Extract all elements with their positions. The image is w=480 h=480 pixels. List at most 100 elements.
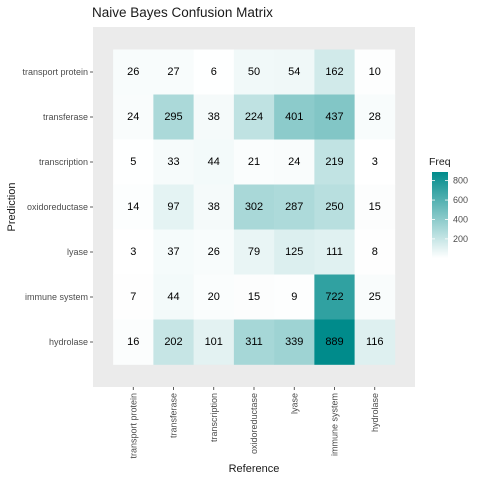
cell-value-label: 224 [245, 111, 263, 123]
cell-value-label: 38 [208, 111, 220, 123]
cell-value-label: 287 [285, 201, 303, 213]
heatmap-cell [314, 229, 355, 275]
heatmap-cell [153, 229, 194, 275]
heatmap-cell [193, 274, 235, 320]
heatmap-cell [274, 229, 315, 275]
y-tick-label: transport protein [22, 67, 88, 77]
heatmap-cell [314, 139, 355, 185]
cell-value-label: 116 [366, 336, 384, 348]
chart-title: Naive Bayes Confusion Matrix [92, 5, 273, 20]
x-tick-label: hydrolase [370, 393, 380, 432]
legend-tick-label: 200 [453, 234, 468, 244]
heatmap-cell [354, 274, 396, 320]
cell-value-label: 5 [130, 156, 136, 168]
cell-value-label: 6 [211, 66, 217, 78]
heatmap-cell [314, 184, 355, 230]
heatmap-cell [193, 94, 235, 140]
cell-value-label: 111 [326, 246, 343, 258]
cell-value-label: 44 [208, 156, 220, 168]
cell-value-label: 311 [245, 336, 263, 348]
y-tick-label: immune system [25, 292, 88, 302]
cell-value-label: 25 [369, 291, 381, 303]
y-tick-label: transferase [43, 112, 88, 122]
heatmap-cell [354, 184, 396, 230]
cell-value-label: 8 [372, 246, 378, 258]
cell-value-label: 97 [167, 201, 179, 213]
cell-value-label: 302 [245, 201, 263, 213]
heatmap-cell [314, 274, 355, 320]
heatmap-cell [233, 49, 275, 95]
cell-value-label: 250 [325, 201, 343, 213]
legend-tick-label: 400 [453, 214, 468, 224]
heatmap-cell [354, 139, 396, 185]
cell-value-label: 24 [127, 111, 139, 123]
cell-value-label: 125 [285, 246, 303, 258]
cell-value-label: 101 [205, 336, 223, 348]
heatmap-cell [233, 139, 275, 185]
cell-value-label: 7 [130, 291, 136, 303]
heatmap-cell [113, 94, 154, 140]
x-tick-label: transport protein [128, 393, 138, 459]
x-axis-title: Reference [229, 463, 280, 475]
cell-value-label: 44 [167, 291, 179, 303]
legend-ticks: 200 400 600 800 [432, 176, 468, 244]
cell-value-label: 162 [325, 66, 343, 78]
cell-value-label: 14 [127, 201, 139, 213]
cell-value-label: 54 [288, 66, 300, 78]
heatmap-cell [274, 139, 315, 185]
cell-value-label: 20 [208, 291, 220, 303]
x-tick-label: oxidoreductase [249, 393, 259, 454]
x-axis-ticks: transport protein transferase transcriptio… [128, 387, 380, 459]
heatmap-cell [274, 274, 315, 320]
cell-value-label: 33 [167, 156, 179, 168]
heatmap-cells [113, 49, 396, 365]
heatmap-cell [193, 319, 235, 365]
heatmap-cell [233, 229, 275, 275]
heatmap-cell [113, 274, 154, 320]
legend-tick-label: 800 [453, 176, 468, 186]
cell-value-label: 37 [167, 246, 179, 258]
heatmap-cell [233, 274, 275, 320]
cell-value-label: 3 [130, 246, 136, 258]
heatmap-cell [153, 274, 194, 320]
cell-value-label: 28 [369, 111, 381, 123]
cell-value-label: 339 [285, 336, 303, 348]
cell-value-label: 9 [291, 291, 297, 303]
cell-value-label: 27 [167, 66, 179, 78]
heatmap-cell [233, 319, 275, 365]
heatmap-cell [153, 94, 194, 140]
heatmap-cell [354, 229, 396, 275]
cell-value-label: 24 [288, 156, 300, 168]
cell-value-label: 722 [325, 291, 343, 303]
heatmap-cell [193, 49, 235, 95]
cell-value-label: 15 [369, 201, 381, 213]
cell-value-label: 10 [369, 66, 381, 78]
y-tick-label: oxidoreductase [27, 202, 88, 212]
heatmap-cell [193, 139, 235, 185]
legend-colorbar [432, 172, 448, 258]
legend-tick-label: 600 [453, 195, 468, 205]
heatmap-cell [274, 184, 315, 230]
cell-value-label: 889 [325, 336, 343, 348]
heatmap-cell [153, 49, 194, 95]
cell-value-label: 295 [164, 111, 182, 123]
cell-value-label: 21 [248, 156, 260, 168]
heatmap-cell [193, 229, 235, 275]
heatmap-cell [274, 94, 315, 140]
legend: Freq 200 400 600 800 [429, 156, 468, 258]
cell-value-label: 401 [285, 111, 303, 123]
heatmap-cell [274, 319, 315, 365]
x-tick-label: lyase [289, 393, 299, 414]
heatmap-cell [354, 94, 396, 140]
cell-value-label: 15 [248, 291, 260, 303]
legend-title: Freq [429, 156, 451, 168]
heatmap-cell [113, 139, 154, 185]
cell-value-label: 38 [208, 201, 220, 213]
heatmap-cell [153, 139, 194, 185]
cell-value-label: 219 [325, 156, 343, 168]
heatmap-cell [153, 184, 194, 230]
heatmap-cell [274, 49, 315, 95]
heatmap-cell [314, 319, 355, 365]
